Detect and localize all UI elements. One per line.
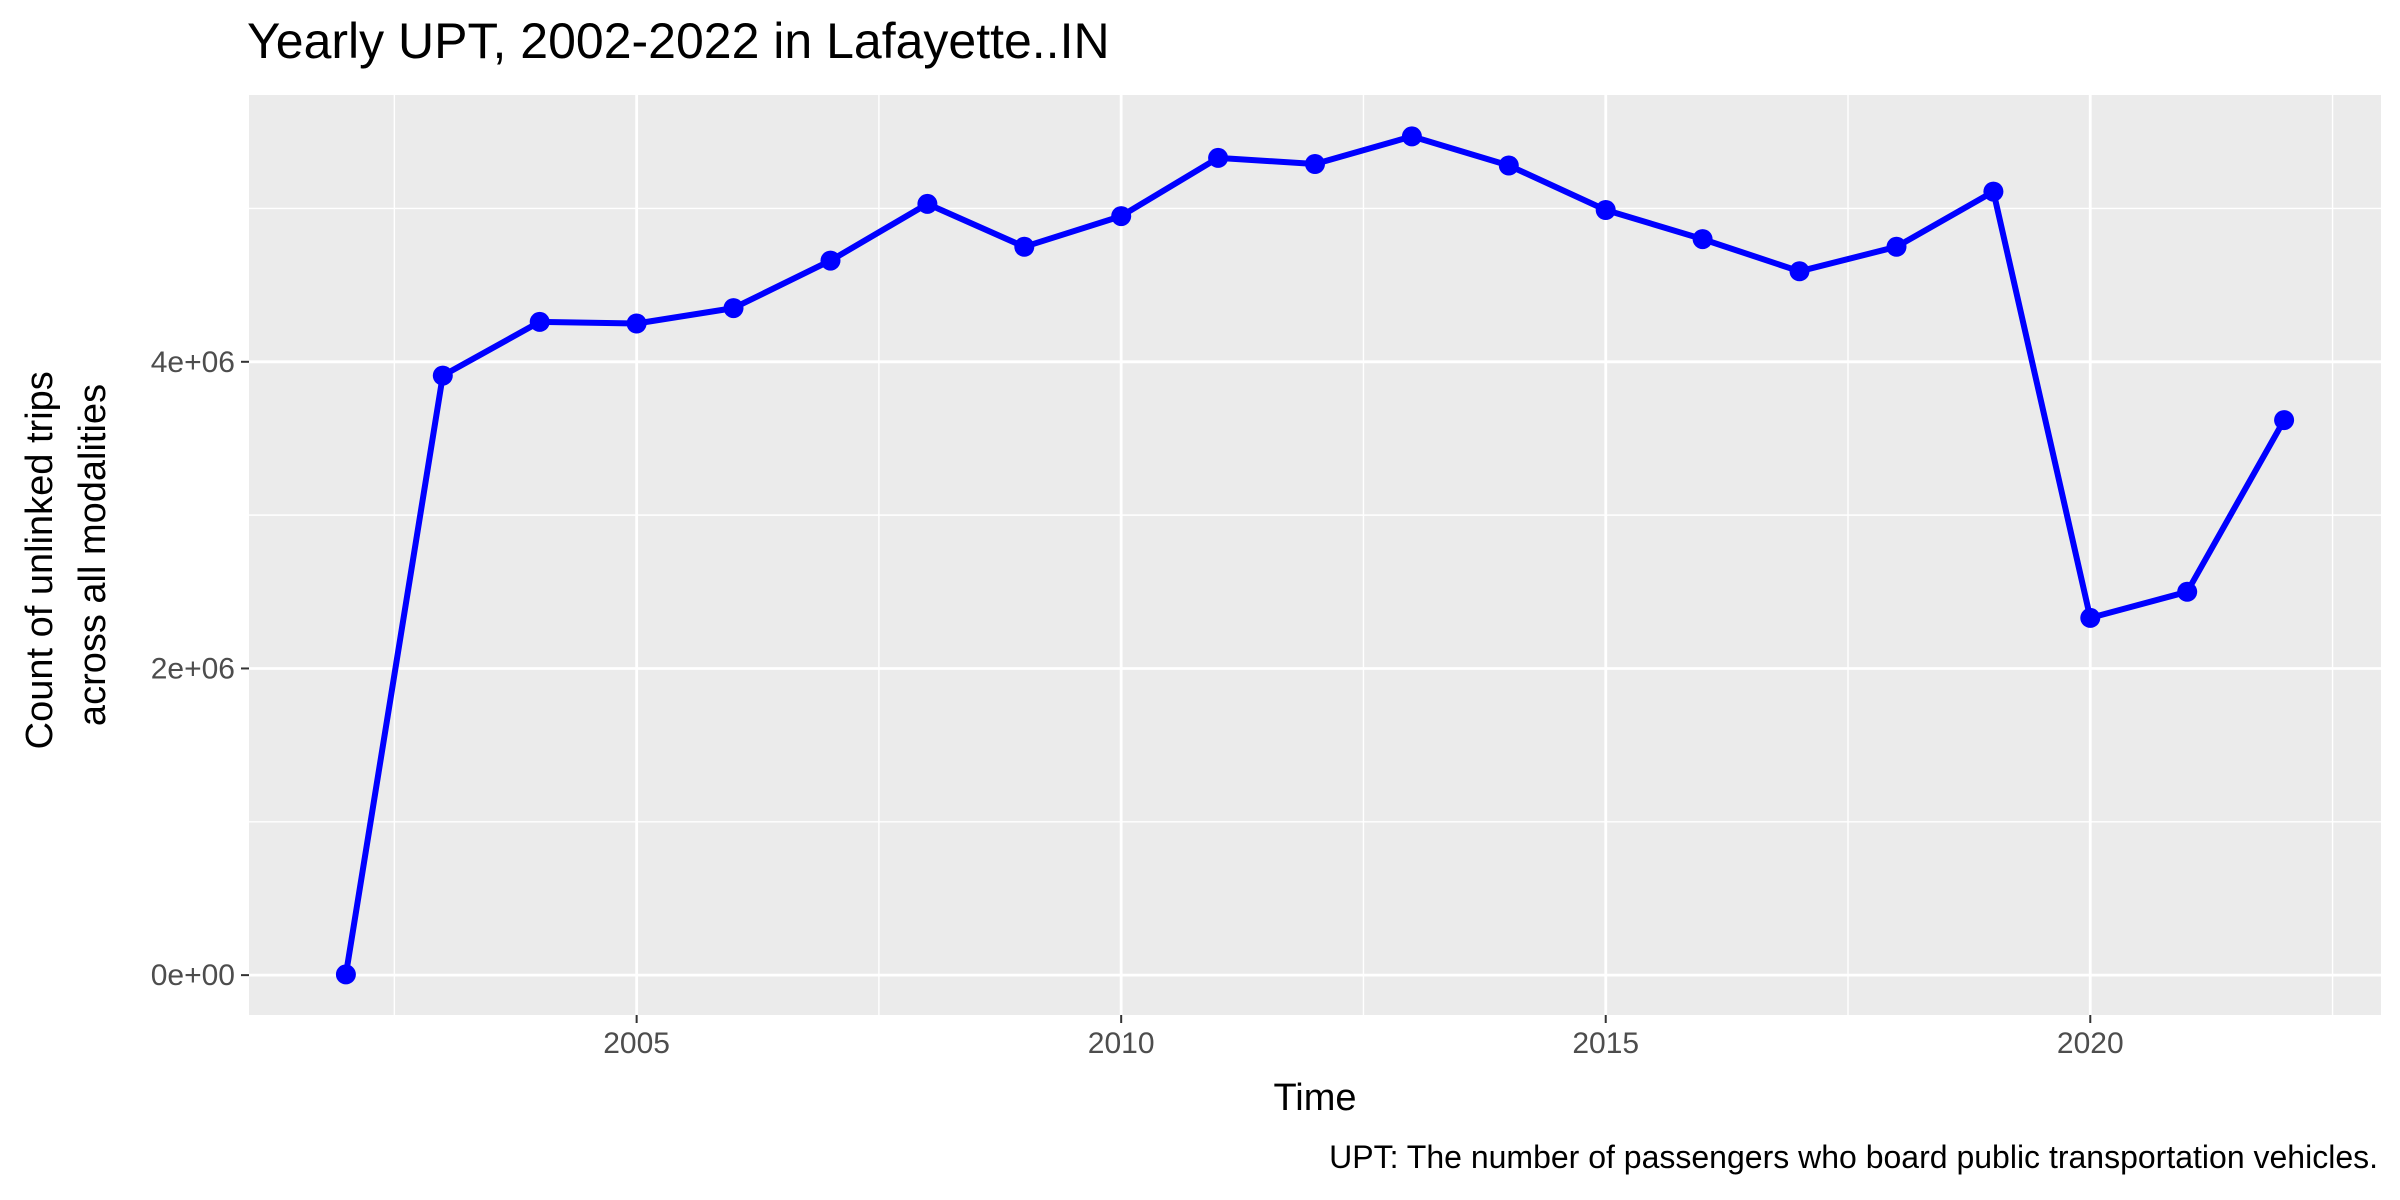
x-axis-ticks: 2005 2010 2015 2020 (603, 1015, 2124, 1060)
caption: UPT: The number of passengers who board … (1329, 1139, 2378, 1175)
data-point (1983, 181, 2004, 202)
y-tick-label: 0e+00 (151, 959, 235, 992)
x-tick-label: 2005 (603, 1027, 670, 1060)
y-tick-label: 2e+06 (151, 652, 235, 685)
data-point (820, 250, 841, 271)
data-point (1111, 206, 1132, 227)
data-point (1498, 155, 1519, 176)
x-tick-label: 2015 (1572, 1027, 1639, 1060)
data-point (917, 193, 938, 214)
data-point (1401, 126, 1422, 147)
data-point (1305, 154, 1325, 174)
data-point (1886, 236, 1907, 257)
data-point (2177, 581, 2198, 602)
grid-major (249, 95, 2381, 1015)
plot-panel (249, 95, 2381, 1015)
data-point (626, 313, 647, 334)
data-point (1014, 236, 1035, 257)
y-tick-label: 4e+06 (151, 346, 235, 379)
data-point (2274, 410, 2295, 431)
data-point (432, 365, 453, 386)
data-points (335, 126, 2295, 985)
y-axis-title-line-1: Count of unlinked trips (19, 371, 61, 749)
chart-title: Yearly UPT, 2002-2022 in Lafayette..IN (247, 13, 1110, 69)
x-tick-label: 2010 (1088, 1027, 1155, 1060)
grid-minor (249, 95, 2381, 1015)
data-point (723, 298, 744, 319)
x-tick-label: 2020 (2057, 1027, 2124, 1060)
data-point (1789, 261, 1810, 282)
data-point (1692, 229, 1713, 250)
data-point (529, 311, 550, 332)
x-axis-title: Time (1273, 1077, 1356, 1119)
data-point (335, 964, 356, 985)
data-point (2080, 607, 2101, 628)
data-point (1595, 200, 1616, 220)
y-axis-title-line-2: across all modalities (72, 384, 114, 726)
y-axis-ticks: 0e+00 2e+06 4e+06 (151, 346, 249, 992)
data-point (1208, 147, 1229, 168)
y-axis-title: Count of unlinked trips across all modal… (19, 361, 114, 750)
